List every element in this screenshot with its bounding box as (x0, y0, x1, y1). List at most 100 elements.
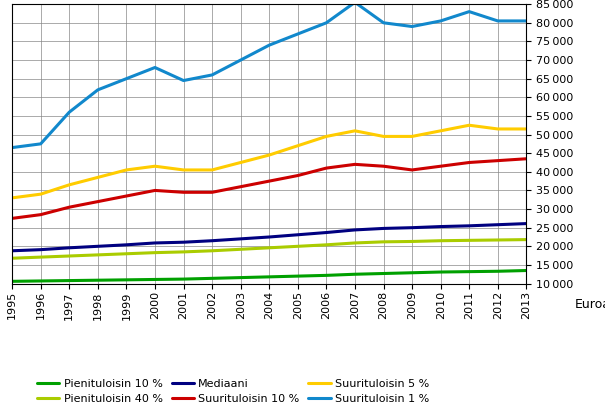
Pienituloisin 10 % (266, 274, 273, 279)
Suurituloisin 5 % (151, 164, 159, 169)
Pienituloisin 40 % (266, 245, 273, 250)
Suurituloisin 5 % (266, 153, 273, 158)
Mediaani (37, 247, 44, 252)
Mediaani (65, 245, 73, 250)
Mediaani (123, 242, 130, 247)
Mediaani (494, 222, 502, 227)
Mediaani (437, 224, 444, 229)
Suurituloisin 1 % (37, 141, 44, 146)
Pienituloisin 40 % (523, 237, 530, 242)
Pienituloisin 10 % (123, 277, 130, 282)
Suurituloisin 10 % (151, 188, 159, 193)
Suurituloisin 1 % (266, 43, 273, 48)
Line: Suurituloisin 1 %: Suurituloisin 1 % (12, 3, 526, 148)
Pienituloisin 10 % (294, 274, 301, 279)
Suurituloisin 1 % (94, 87, 102, 92)
Suurituloisin 5 % (494, 126, 502, 131)
Suurituloisin 10 % (494, 158, 502, 163)
Suurituloisin 10 % (237, 184, 244, 189)
Suurituloisin 10 % (94, 199, 102, 204)
Suurituloisin 10 % (352, 162, 359, 167)
Pienituloisin 10 % (8, 279, 16, 284)
Suurituloisin 10 % (37, 212, 44, 217)
Suurituloisin 10 % (8, 216, 16, 221)
Line: Suurituloisin 5 %: Suurituloisin 5 % (12, 125, 526, 198)
Suurituloisin 10 % (466, 160, 473, 165)
Pienituloisin 40 % (37, 255, 44, 260)
Suurituloisin 1 % (437, 18, 444, 23)
Suurituloisin 5 % (123, 168, 130, 173)
Mediaani (151, 241, 159, 246)
Suurituloisin 5 % (8, 196, 16, 201)
Pienituloisin 40 % (408, 239, 416, 244)
Line: Mediaani: Mediaani (12, 224, 526, 251)
Suurituloisin 5 % (523, 126, 530, 131)
Suurituloisin 1 % (123, 76, 130, 81)
Pienituloisin 40 % (237, 247, 244, 252)
Mediaani (266, 234, 273, 239)
Mediaani (466, 224, 473, 229)
Pienituloisin 40 % (65, 254, 73, 259)
Mediaani (294, 232, 301, 237)
Suurituloisin 1 % (151, 65, 159, 70)
Suurituloisin 1 % (380, 20, 387, 25)
Pienituloisin 10 % (437, 269, 444, 274)
Pienituloisin 10 % (237, 275, 244, 280)
Suurituloisin 5 % (37, 192, 44, 197)
Pienituloisin 40 % (494, 237, 502, 242)
Suurituloisin 5 % (209, 168, 216, 173)
Pienituloisin 10 % (94, 278, 102, 283)
Mediaani (94, 244, 102, 249)
Mediaani (380, 226, 387, 231)
Suurituloisin 5 % (466, 123, 473, 128)
Pienituloisin 10 % (151, 277, 159, 282)
Pienituloisin 40 % (437, 238, 444, 243)
Pienituloisin 40 % (209, 248, 216, 253)
Suurituloisin 5 % (65, 182, 73, 187)
Pienituloisin 10 % (380, 271, 387, 276)
Pienituloisin 10 % (180, 276, 187, 281)
Pienituloisin 40 % (180, 249, 187, 254)
Pienituloisin 10 % (466, 269, 473, 274)
Line: Pienituloisin 40 %: Pienituloisin 40 % (12, 240, 526, 258)
Suurituloisin 10 % (380, 164, 387, 169)
Suurituloisin 1 % (523, 18, 530, 23)
Pienituloisin 10 % (209, 276, 216, 281)
Pienituloisin 40 % (380, 239, 387, 244)
Pienituloisin 40 % (466, 238, 473, 243)
Suurituloisin 1 % (352, 0, 359, 5)
Suurituloisin 10 % (523, 156, 530, 161)
Suurituloisin 10 % (180, 190, 187, 195)
Suurituloisin 5 % (237, 160, 244, 165)
Suurituloisin 5 % (408, 134, 416, 139)
Pienituloisin 10 % (37, 279, 44, 284)
Mediaani (352, 227, 359, 232)
Mediaani (523, 221, 530, 226)
Mediaani (8, 248, 16, 253)
Suurituloisin 5 % (322, 134, 330, 139)
Mediaani (180, 240, 187, 245)
Pienituloisin 10 % (322, 273, 330, 278)
Line: Pienituloisin 10 %: Pienituloisin 10 % (12, 271, 526, 281)
Suurituloisin 5 % (94, 175, 102, 180)
Suurituloisin 10 % (294, 173, 301, 178)
Suurituloisin 10 % (209, 190, 216, 195)
Suurituloisin 1 % (466, 9, 473, 14)
Pienituloisin 40 % (8, 256, 16, 261)
Suurituloisin 1 % (209, 73, 216, 78)
Suurituloisin 1 % (237, 58, 244, 63)
Pienituloisin 40 % (94, 252, 102, 257)
Suurituloisin 10 % (266, 178, 273, 183)
Pienituloisin 10 % (352, 272, 359, 277)
Pienituloisin 40 % (294, 244, 301, 249)
Suurituloisin 10 % (408, 168, 416, 173)
Pienituloisin 40 % (151, 250, 159, 255)
Pienituloisin 40 % (352, 241, 359, 246)
Pienituloisin 10 % (408, 270, 416, 275)
Mediaani (237, 236, 244, 241)
Pienituloisin 10 % (523, 268, 530, 273)
Line: Suurituloisin 10 %: Suurituloisin 10 % (12, 159, 526, 219)
Suurituloisin 1 % (294, 31, 301, 36)
Mediaani (209, 238, 216, 243)
Y-axis label: Euroa: Euroa (575, 298, 605, 311)
